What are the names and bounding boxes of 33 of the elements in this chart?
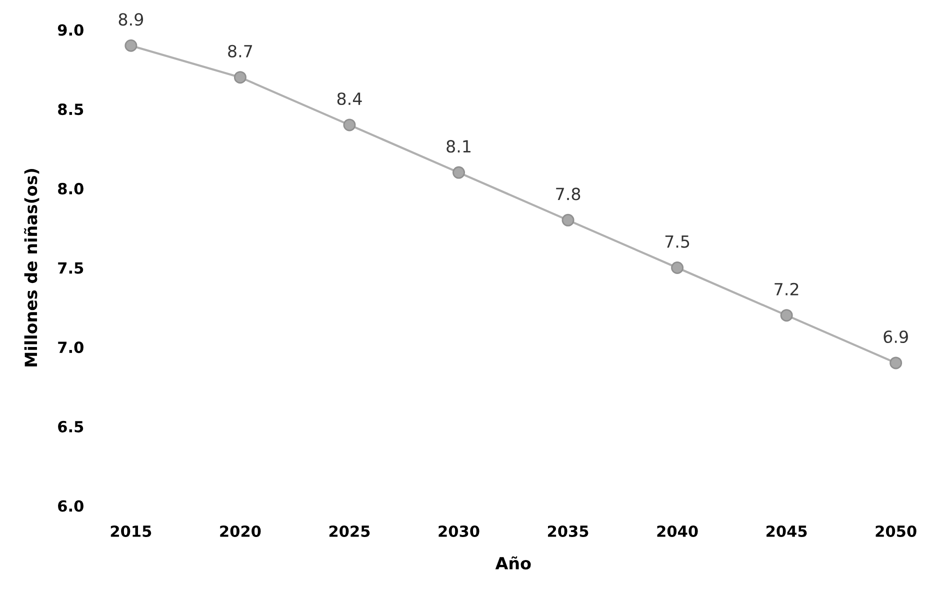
- point: [671, 262, 684, 274]
- y-tick-label: 8.5: [58, 104, 84, 116]
- x-tick-label: 2035: [548, 525, 588, 538]
- y-tick-label: 8.0: [58, 182, 84, 194]
- data-label: 7.2: [774, 282, 798, 296]
- x-axis-title: Año: [495, 556, 531, 570]
- data-label: 8.7: [228, 44, 252, 58]
- data-label: 8.9: [118, 13, 144, 26]
- x-tick-label: 2040: [657, 525, 698, 538]
- data-label: 8.1: [446, 140, 470, 153]
- y-tick-label: 9.0: [58, 24, 84, 36]
- x-tick-label: 2025: [329, 525, 370, 538]
- data-label: 8.4: [337, 92, 362, 106]
- point: [562, 214, 574, 226]
- x-tick-label: 2030: [438, 525, 480, 538]
- point: [234, 71, 246, 84]
- point: [452, 166, 466, 179]
- point: [343, 118, 356, 132]
- x-tick-label: 2020: [220, 525, 261, 538]
- point: [890, 356, 902, 370]
- y-tick-label: 7.5: [58, 262, 84, 274]
- y-axis-title: Millones de niñas(os): [24, 169, 40, 366]
- data-label: 7.8: [556, 188, 580, 200]
- y-tick-label: 6.5: [58, 420, 84, 432]
- point: [780, 309, 793, 322]
- data-label: 6.9: [884, 330, 908, 344]
- x-tick-label: 2050: [876, 525, 916, 538]
- y-tick-label: 6.0: [58, 500, 84, 512]
- point: [124, 39, 138, 52]
- data-label: 7.5: [665, 235, 690, 248]
- x-tick-label: 2045: [766, 525, 807, 538]
- x-tick-label: 2015: [110, 525, 152, 538]
- y-tick-label: 7.0: [58, 342, 84, 354]
